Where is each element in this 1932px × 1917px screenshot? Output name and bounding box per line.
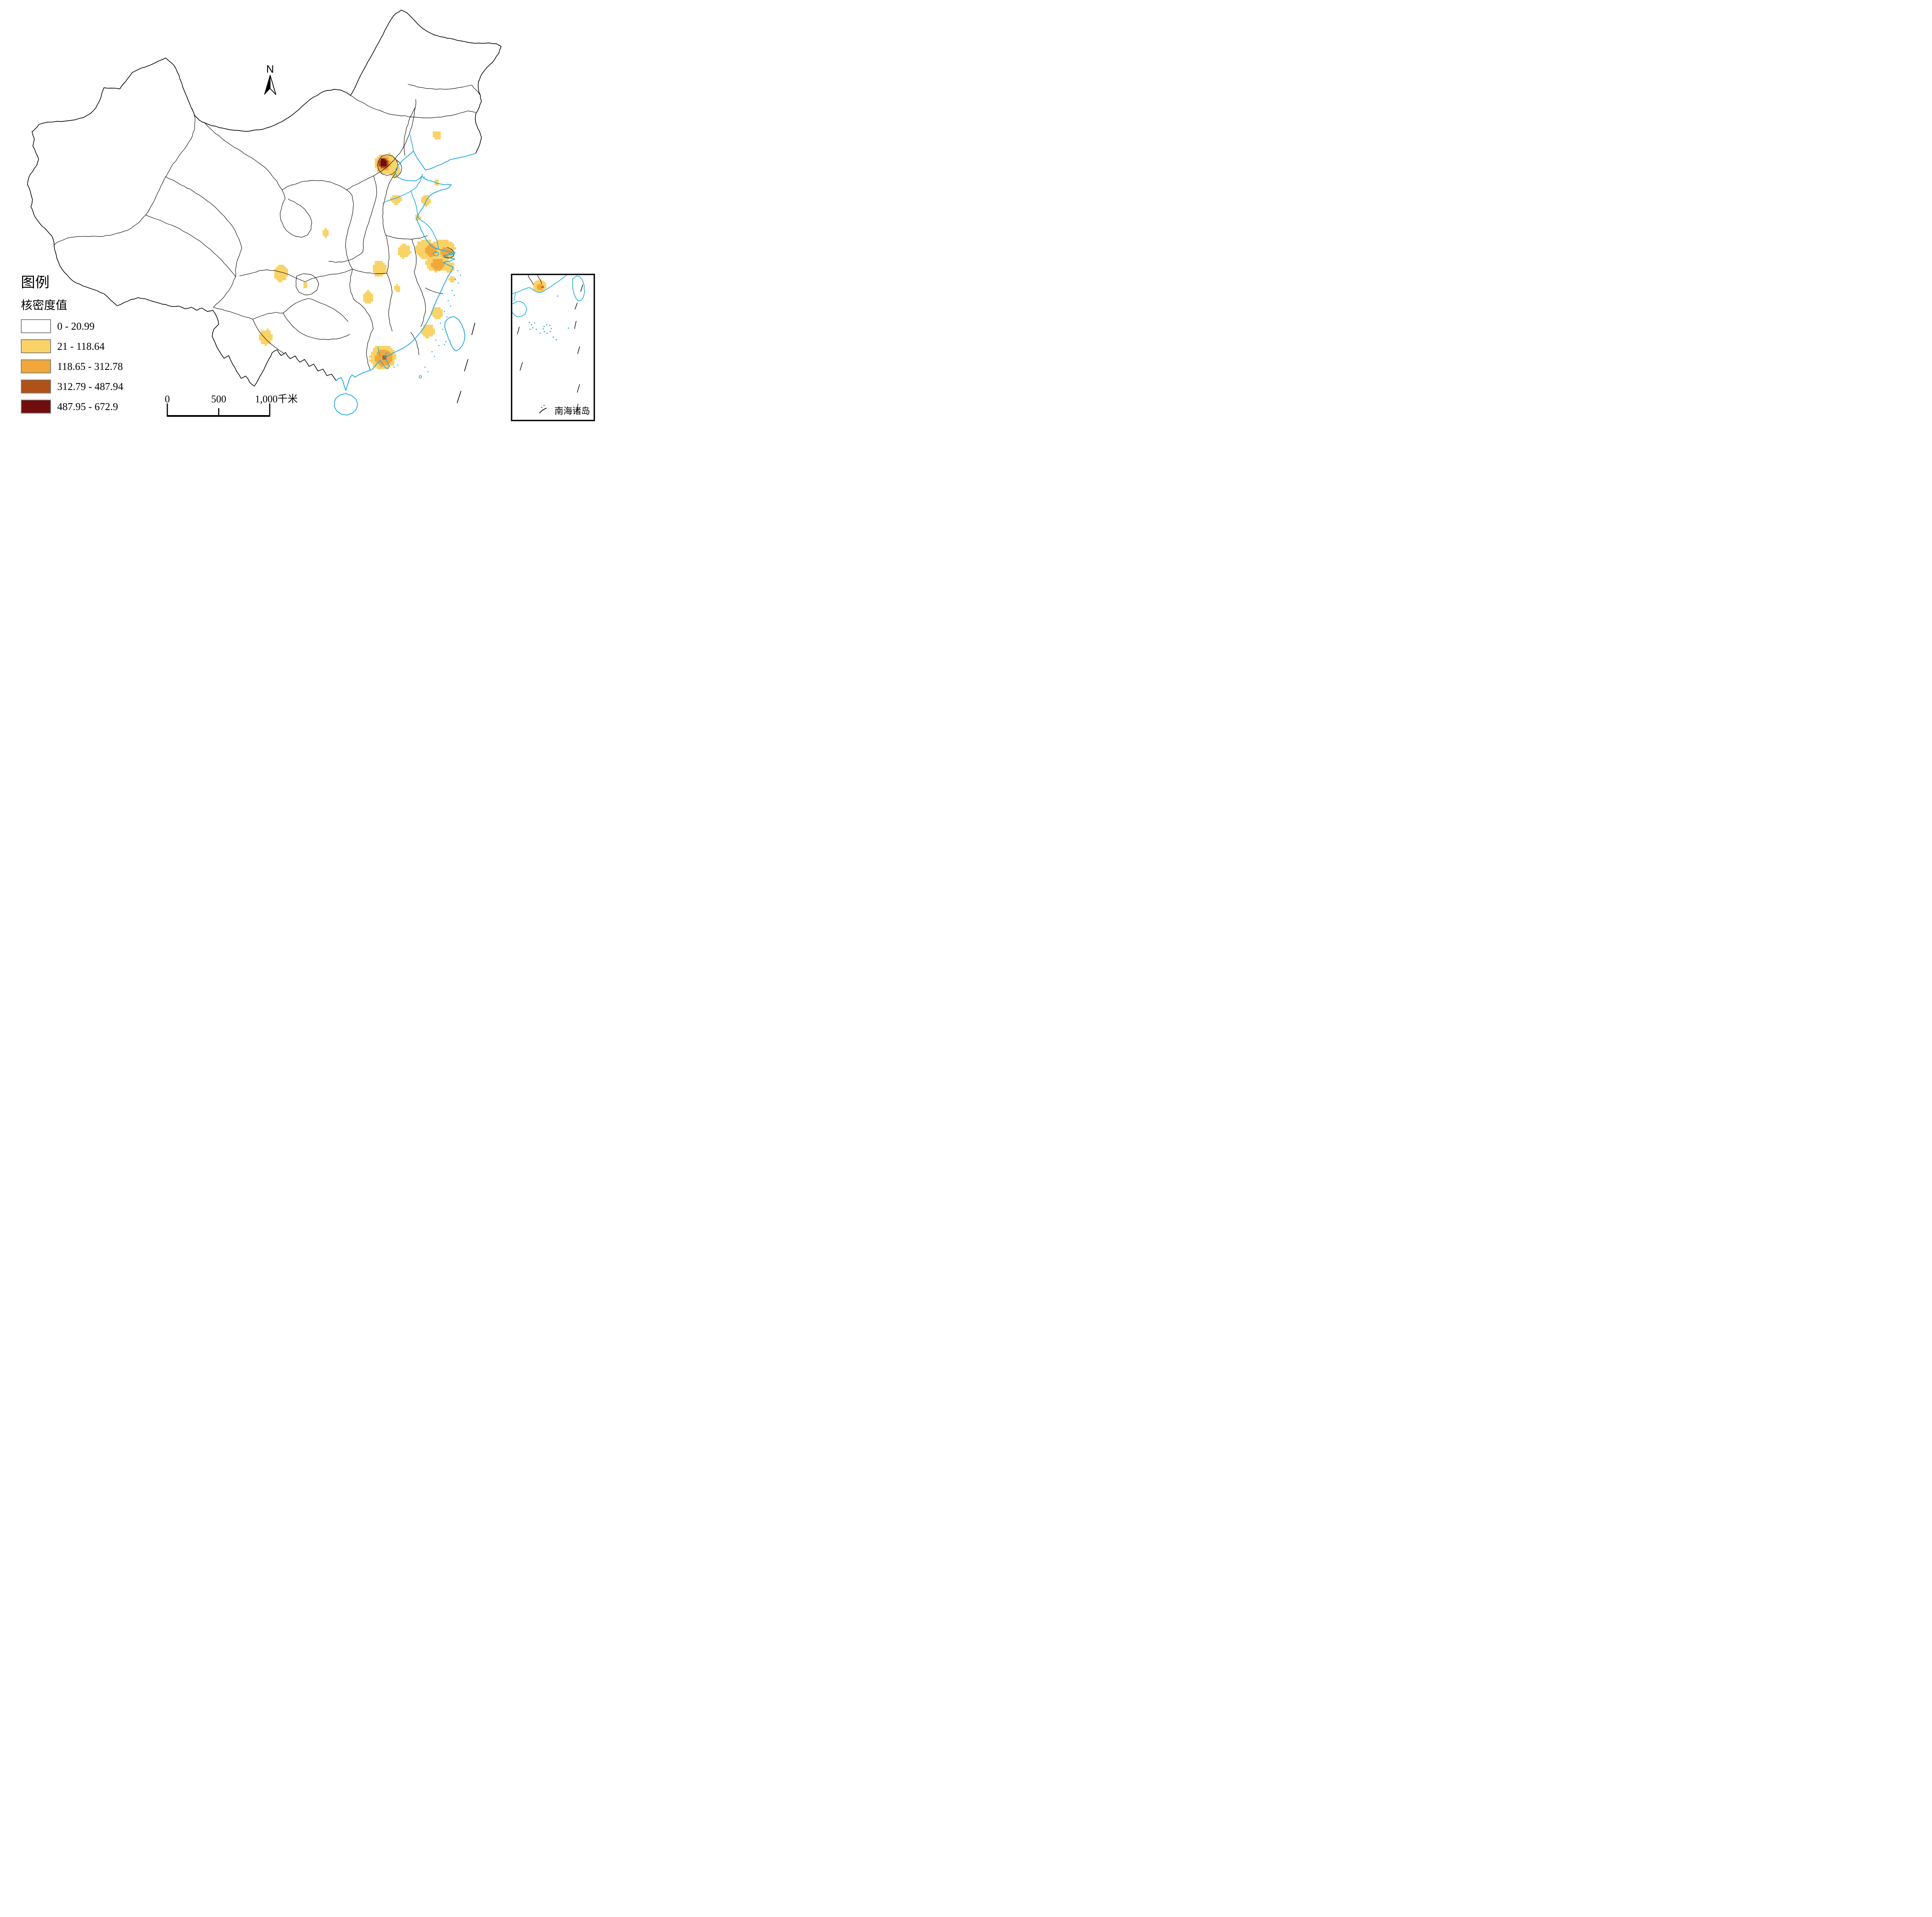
legend-label-5: 487.95 - 672.9	[57, 400, 118, 412]
legend-item-2: 21 - 118.64	[21, 339, 148, 354]
legend-swatch-2	[21, 339, 51, 353]
hotspot-xian	[323, 228, 329, 238]
legend-swatch-1	[21, 319, 51, 333]
hotspot-nanchang	[394, 284, 400, 292]
legend-label-4: 312.79 - 487.94	[57, 380, 123, 392]
hotspot-chongqing	[303, 282, 308, 288]
density-raster-layer	[259, 131, 456, 369]
legend-title: 图例	[21, 275, 49, 291]
inset-content	[512, 275, 585, 414]
province-boundaries-layer	[27, 10, 502, 386]
legend: 图例 核密度值 0 - 20.99 21 - 118.64 118.65 - 3…	[21, 275, 148, 419]
coastline-rivers-layer	[333, 135, 476, 416]
legend-label-1: 0 - 20.99	[57, 320, 95, 332]
dashed-boundary-layer	[457, 323, 475, 403]
hotspot-kunming	[259, 329, 273, 346]
legend-item-4: 312.79 - 487.94	[21, 379, 148, 394]
north-arrow-icon: N	[264, 63, 276, 95]
legend-swatch-3	[21, 359, 51, 373]
hotspot-beijing-tianjin	[375, 153, 400, 178]
inset-frame	[511, 274, 595, 421]
hotspot-pearl-river-delta	[369, 346, 396, 369]
legend-swatch-5	[21, 400, 51, 414]
scale-bar: 0 500 1,000千米	[165, 393, 298, 417]
inset-label: 南海诸岛	[554, 406, 590, 416]
hotspot-xiamen	[421, 325, 435, 339]
north-arrow-label: N	[266, 63, 274, 75]
legend-label-3: 118.65 - 312.78	[57, 360, 123, 372]
south-china-sea-inset: 南海诸岛	[511, 274, 595, 421]
legend-swatch-4	[21, 380, 51, 393]
china-kernel-density-map: N 0 500 1,000千米 南海诸岛	[27, 10, 595, 421]
scale-label-500: 500	[211, 393, 226, 405]
hotspot-changsha	[363, 290, 373, 304]
hotspot-wuhan	[373, 261, 387, 277]
legend-item-3: 118.65 - 312.78	[21, 359, 148, 374]
legend-item-5: 487.95 - 672.9	[21, 399, 148, 414]
hotspot-chengdu	[274, 265, 288, 283]
legend-subtitle: 核密度值	[21, 299, 67, 312]
hotspot-hefei	[398, 243, 412, 259]
legend-item-1: 0 - 20.99	[21, 318, 148, 334]
map-canvas: N 0 500 1,000千米 南海诸岛 图例 核密度值 0 - 20.99	[0, 0, 597, 422]
hotspot-shenyang	[433, 131, 441, 140]
scale-label-1000km: 1,000千米	[255, 393, 298, 405]
scale-label-0: 0	[165, 393, 170, 405]
legend-items: 0 - 20.99 21 - 118.64 118.65 - 312.78 31…	[21, 318, 148, 414]
legend-label-2: 21 - 118.64	[57, 340, 105, 352]
inset-hotspot	[533, 279, 546, 293]
